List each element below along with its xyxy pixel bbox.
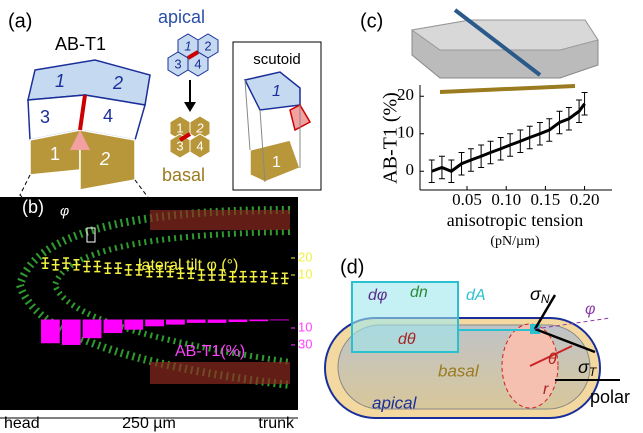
bar [249, 320, 268, 322]
cell-number: 3 [174, 56, 181, 71]
y-tick-label: 0 [406, 160, 415, 179]
y2-tick-label: 10 [298, 319, 312, 334]
panel-label: (c) [360, 10, 383, 32]
cell-number: 3 [40, 107, 50, 127]
cell-number: 4 [194, 56, 201, 71]
x-tick-label: 0.15 [531, 190, 561, 209]
x-tick-label: 0.10 [491, 190, 521, 209]
polar-label: polar [590, 387, 630, 407]
tissue-slab-top [412, 20, 598, 50]
bar [145, 320, 164, 327]
bar [83, 320, 102, 339]
y-tick-label: 10 [298, 266, 312, 281]
y-tick-label: 10 [397, 123, 414, 142]
cell-number: 3 [176, 138, 183, 153]
r-label: r [543, 381, 549, 398]
d-phi-label: dφ [368, 287, 387, 304]
cell-number: 2 [195, 120, 204, 135]
y2-tick-label: 30 [298, 336, 312, 351]
d-theta-label: dθ [398, 331, 416, 348]
tension-arrow [440, 86, 575, 92]
bar [124, 320, 143, 330]
apical-label: apical [372, 393, 418, 412]
x-tick-label: 0.20 [570, 190, 600, 209]
panel-label: (d) [340, 256, 364, 278]
bar [187, 320, 206, 323]
bar [104, 320, 123, 334]
bar [41, 320, 60, 344]
cell-number: 1 [184, 38, 191, 53]
arrowhead [184, 102, 196, 112]
cell-number: 2 [99, 149, 110, 169]
bar [229, 320, 248, 323]
sigma-n-label: σN [530, 284, 550, 306]
cell-number: 2 [204, 38, 211, 53]
cell-number: 1 [272, 83, 281, 100]
y-tick-label: 20 [397, 85, 414, 104]
trunk-label: trunk [258, 415, 295, 432]
x-axis-unit: (pN/µm) [490, 234, 540, 249]
nuclei [150, 362, 290, 384]
x-axis-label: anisotropic tension [447, 210, 583, 230]
theta-label: θ [548, 351, 557, 368]
panel-label: (a) [8, 10, 32, 32]
cell-number: 1 [176, 120, 183, 135]
scale-label: 250 µm [122, 415, 176, 432]
y-tick-label: 20 [298, 249, 312, 264]
angle-symbol: φ [60, 203, 69, 219]
cell-number: 1 [50, 144, 60, 164]
panel-label: (b) [22, 197, 44, 217]
nuclei [150, 210, 290, 230]
apical-label: apical [158, 7, 205, 27]
bar [270, 320, 289, 321]
head-label: head [4, 415, 40, 432]
cell-number: 4 [103, 106, 113, 126]
subscript: N [541, 292, 550, 306]
bar [208, 320, 227, 323]
error-bar [582, 93, 588, 116]
cell-number: 1 [272, 154, 281, 171]
legend-entry: AB-T1(%) [175, 343, 245, 360]
cell-number: 2 [112, 73, 123, 93]
cell-number: 4 [196, 138, 203, 153]
basal-label: basal [162, 165, 205, 185]
d-n-label: dn [410, 284, 428, 301]
d-a-label: dA [466, 287, 486, 304]
phi-label: φ [585, 301, 595, 318]
figure: (a) AB-T1 1 2 3 4 1 2 3 4 apical 1 2 3 4 [0, 0, 643, 433]
panel-title: AB-T1 [55, 34, 106, 54]
bar [62, 320, 81, 345]
scutoid-label: scutoid [253, 51, 301, 68]
x-tick-label: 0.05 [452, 190, 482, 209]
mean-line [432, 104, 585, 172]
bar [166, 320, 185, 325]
basal-label: basal [438, 361, 480, 380]
cell-number: 1 [55, 71, 65, 91]
